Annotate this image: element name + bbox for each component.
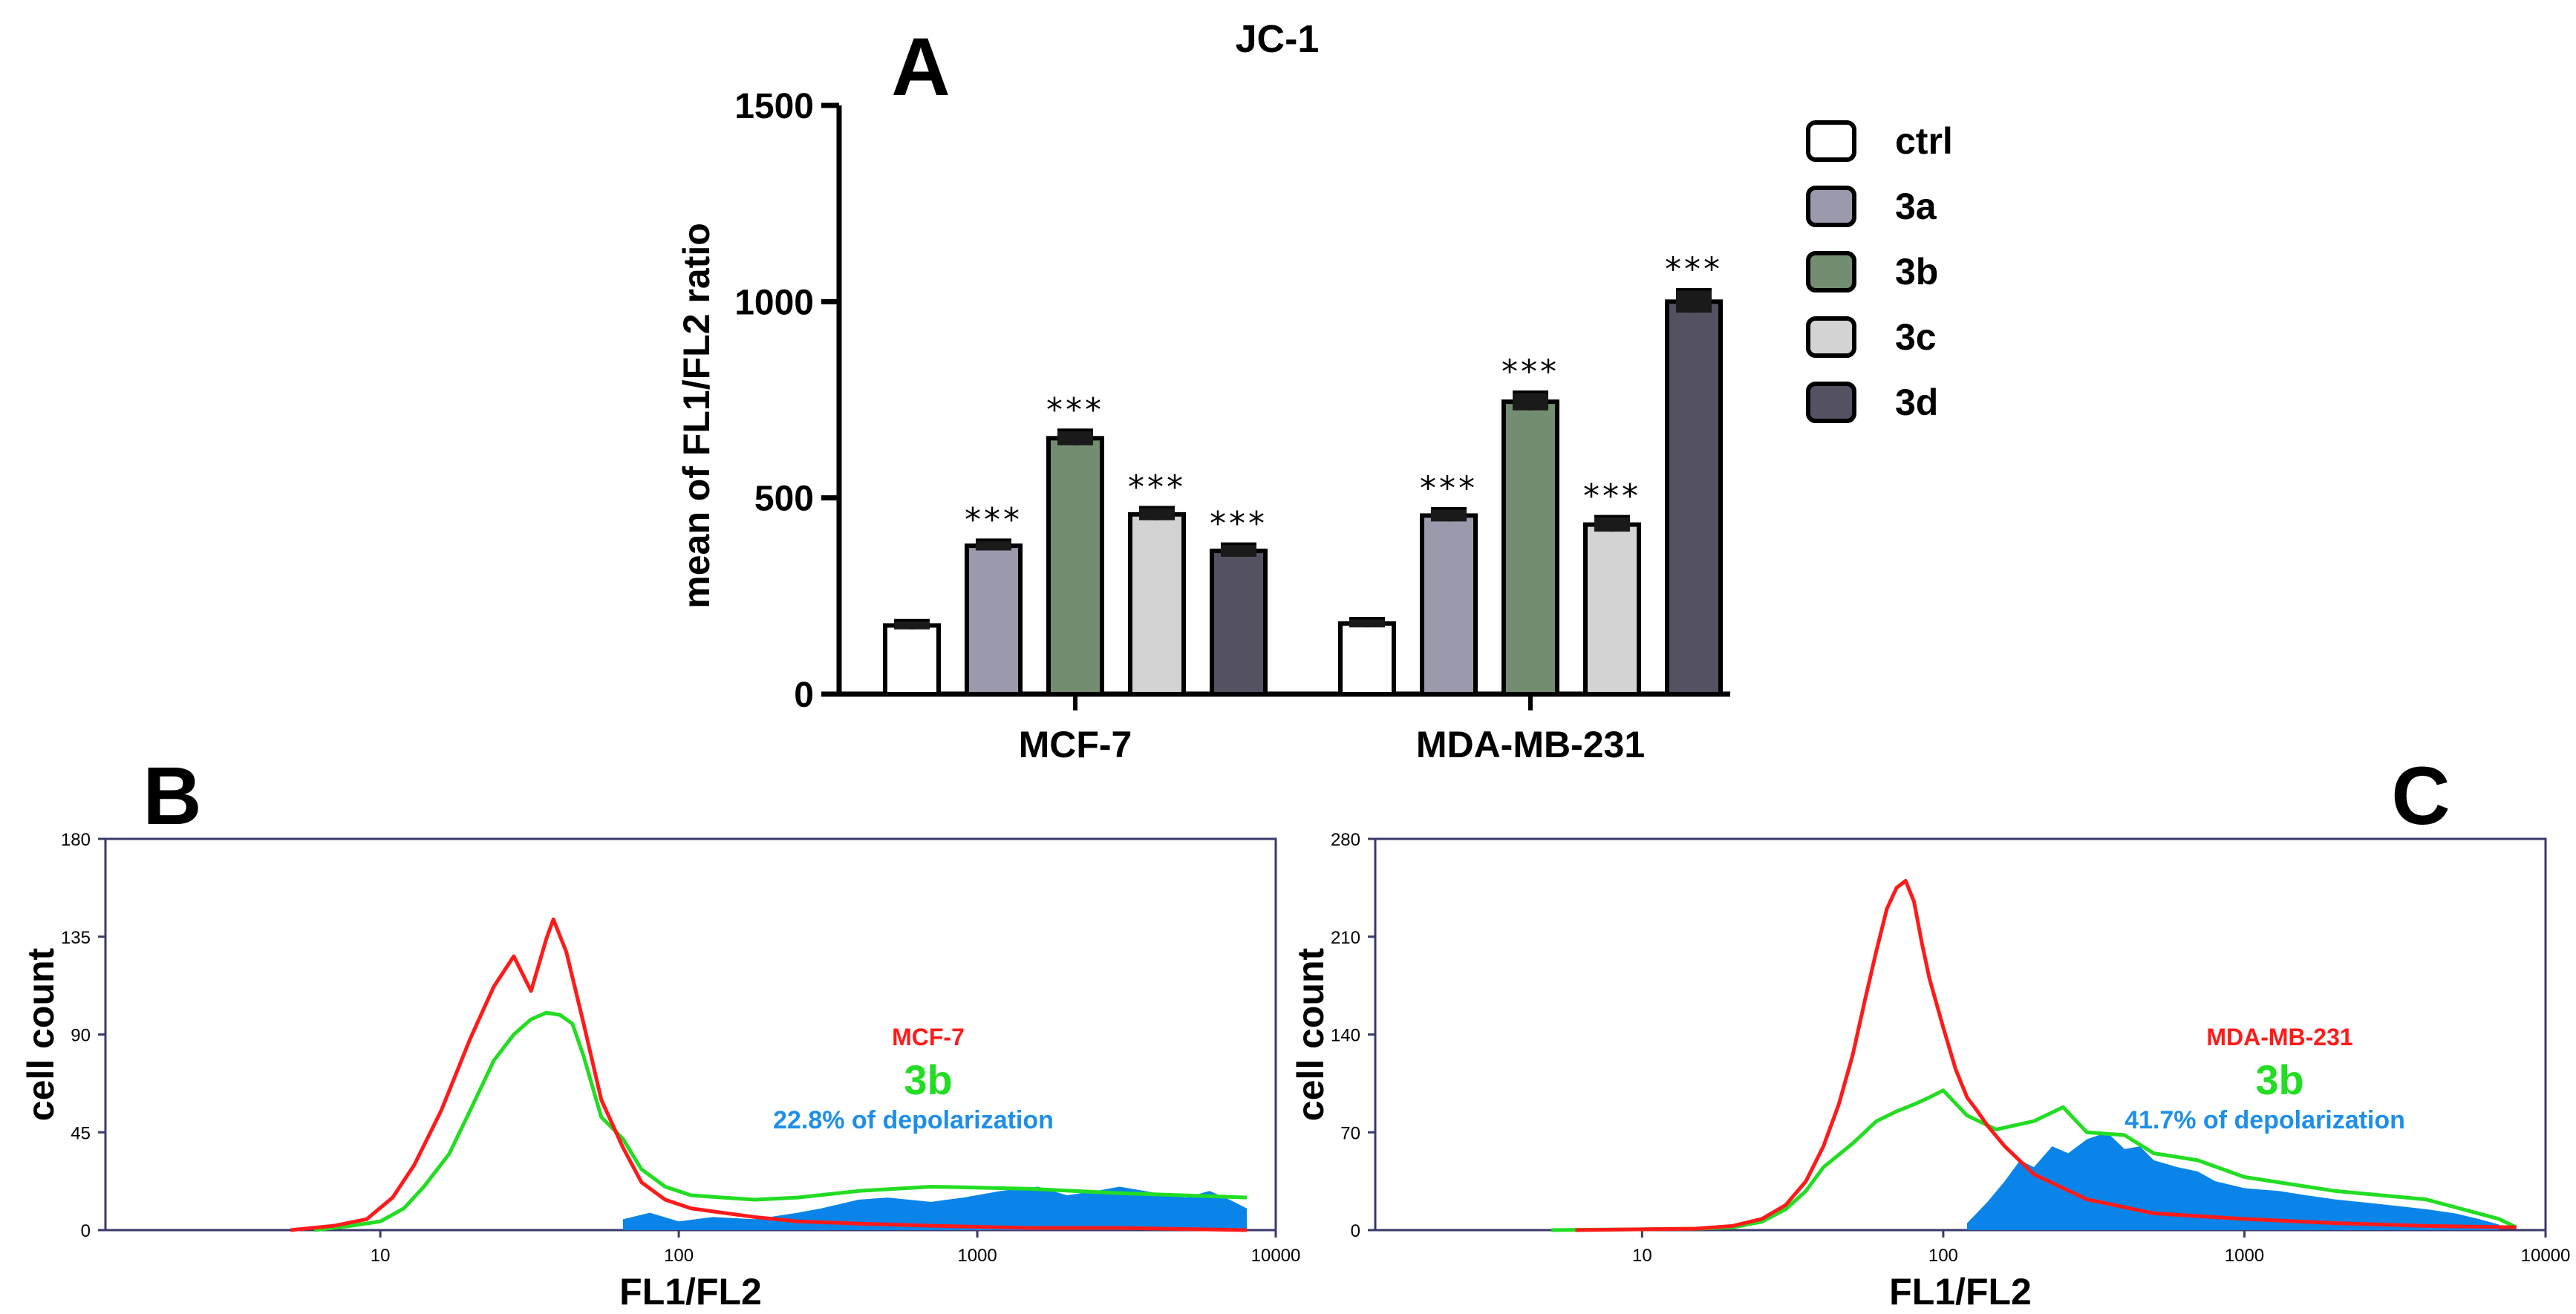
legend-label-3b: 3b <box>1895 251 1938 292</box>
bar-ctrl-mda-mb-231 <box>1338 621 1396 697</box>
y-tick-label: 135 <box>61 928 91 948</box>
legend-label-3d: 3d <box>1895 382 1938 423</box>
error-box <box>1676 290 1712 313</box>
y-tick-label: 180 <box>61 830 91 850</box>
bar-3b-mda-mb-231 <box>1501 399 1559 696</box>
plot-frame <box>104 837 1277 1232</box>
y-tick-label: 45 <box>71 1123 91 1143</box>
compound-label: 3b <box>2255 1056 2303 1103</box>
panel-c-letter: C <box>2391 751 2450 842</box>
error-box <box>894 621 930 630</box>
y-tick-label: 0 <box>81 1221 91 1241</box>
compound-label: 3b <box>904 1056 952 1103</box>
x-axis-label: FL1/FL2 <box>1889 1271 2032 1313</box>
x-axis-label: FL1/FL2 <box>619 1271 762 1313</box>
x-tick-label: 10000 <box>1251 1246 1301 1266</box>
plot-frame <box>1374 837 2547 1232</box>
significance-marker: *** <box>1128 468 1186 506</box>
legend-swatch-3a <box>1806 186 1856 227</box>
y-tick-label: 140 <box>1331 1026 1360 1046</box>
y-axis-label: cell count <box>20 947 62 1121</box>
x-tick-label: 10 <box>1632 1246 1652 1266</box>
bar-3a-mcf-7 <box>965 543 1023 696</box>
panel-a-bar-chart: A JC-1 mean of FL1/FL2 ratio 0 500 1000 150… <box>676 18 1953 765</box>
error-box <box>1221 545 1256 557</box>
significance-marker: *** <box>1420 470 1478 508</box>
treated-curve <box>313 1010 1248 1232</box>
depolarization-label: 41.7% of depolarization <box>2125 1106 2405 1134</box>
legend-label-ctrl: ctrl <box>1895 120 1953 162</box>
legend-label-3a: 3a <box>1895 186 1937 227</box>
legend-swatch-3c <box>1806 316 1856 358</box>
y-axis-label: cell count <box>1290 947 1331 1121</box>
y-tick-label: 210 <box>1331 928 1360 948</box>
legend-swatch-ctrl <box>1806 120 1856 162</box>
significance-marker: *** <box>1583 477 1641 515</box>
panel-a-letter: A <box>891 22 950 113</box>
cell-line-label: MDA-MB-231 <box>2206 1024 2352 1050</box>
significance-marker: *** <box>1665 251 1723 289</box>
y-tick-label: 280 <box>1331 830 1360 850</box>
y-tick-label: 90 <box>71 1026 91 1046</box>
significance-marker: *** <box>965 501 1023 539</box>
x-tick-label: 10000 <box>2521 1246 2571 1266</box>
y-tick-label: 70 <box>1340 1123 1360 1143</box>
legend-label-3c: 3c <box>1895 316 1937 358</box>
x-category-label: MDA-MB-231 <box>1416 724 1645 765</box>
bar-3c-mda-mb-231 <box>1583 522 1641 697</box>
bar-3a-mda-mb-231 <box>1420 513 1478 696</box>
bar-ctrl-mcf-7 <box>883 623 941 697</box>
y-tick-label: 500 <box>754 480 814 519</box>
error-box <box>1431 509 1467 522</box>
error-box <box>1057 431 1093 445</box>
x-tick-label: 1000 <box>957 1246 997 1266</box>
control-curve <box>1575 878 2517 1232</box>
x-tick-label: 100 <box>664 1246 694 1266</box>
y-tick-label: 0 <box>794 676 814 715</box>
x-axis-categories: MCF-7 MDA-MB-231 <box>1019 694 1645 765</box>
bar-3d-mda-mb-231 <box>1665 299 1723 697</box>
error-box <box>1594 517 1630 532</box>
panel-b-histogram: B 0 45 90 135 180 10 100 1000 10000 FL1/FL2 cell c… <box>20 751 1300 1313</box>
bar-3d-mcf-7 <box>1210 549 1268 697</box>
error-box <box>976 540 1011 551</box>
panel-c-histogram: C 0 70 140 210 280 10 100 1000 10000 FL1/FL2 cell … <box>1290 751 2570 1313</box>
depolarization-label: 22.8% of depolarization <box>773 1106 1054 1134</box>
legend-swatch-3d <box>1806 382 1856 423</box>
significance-marker: *** <box>1210 505 1268 543</box>
bar-3b-mcf-7 <box>1046 436 1104 696</box>
bar-3c-mcf-7 <box>1128 511 1186 696</box>
error-box <box>1349 619 1385 628</box>
significance-marker: *** <box>1501 353 1559 391</box>
chart-title: JC-1 <box>1236 18 1320 61</box>
x-tick-label: 1000 <box>2225 1246 2264 1266</box>
depolarized-fill <box>1967 1132 2500 1230</box>
y-tick-label: 1000 <box>734 283 814 322</box>
panel-b-letter: B <box>143 751 201 842</box>
error-box <box>1513 393 1548 411</box>
cell-line-label: MCF-7 <box>892 1024 965 1050</box>
legend-swatch-3b <box>1806 251 1856 292</box>
significance-marker: *** <box>1046 391 1104 429</box>
legend: ctrl 3a 3b 3c 3d <box>1806 120 1953 423</box>
y-axis-label: mean of FL1/FL2 ratio <box>676 223 717 609</box>
y-tick-label: 1500 <box>734 87 814 126</box>
x-category-label: MCF-7 <box>1019 724 1132 765</box>
x-tick-label: 100 <box>1928 1246 1958 1266</box>
x-tick-label: 10 <box>371 1246 391 1266</box>
control-curve <box>290 917 1248 1232</box>
y-tick-label: 0 <box>1351 1221 1360 1241</box>
treated-curve <box>1551 1088 2517 1232</box>
error-box <box>1139 508 1175 520</box>
bar-groups: *** *** *** *** *** *** *** *** <box>883 251 1723 697</box>
